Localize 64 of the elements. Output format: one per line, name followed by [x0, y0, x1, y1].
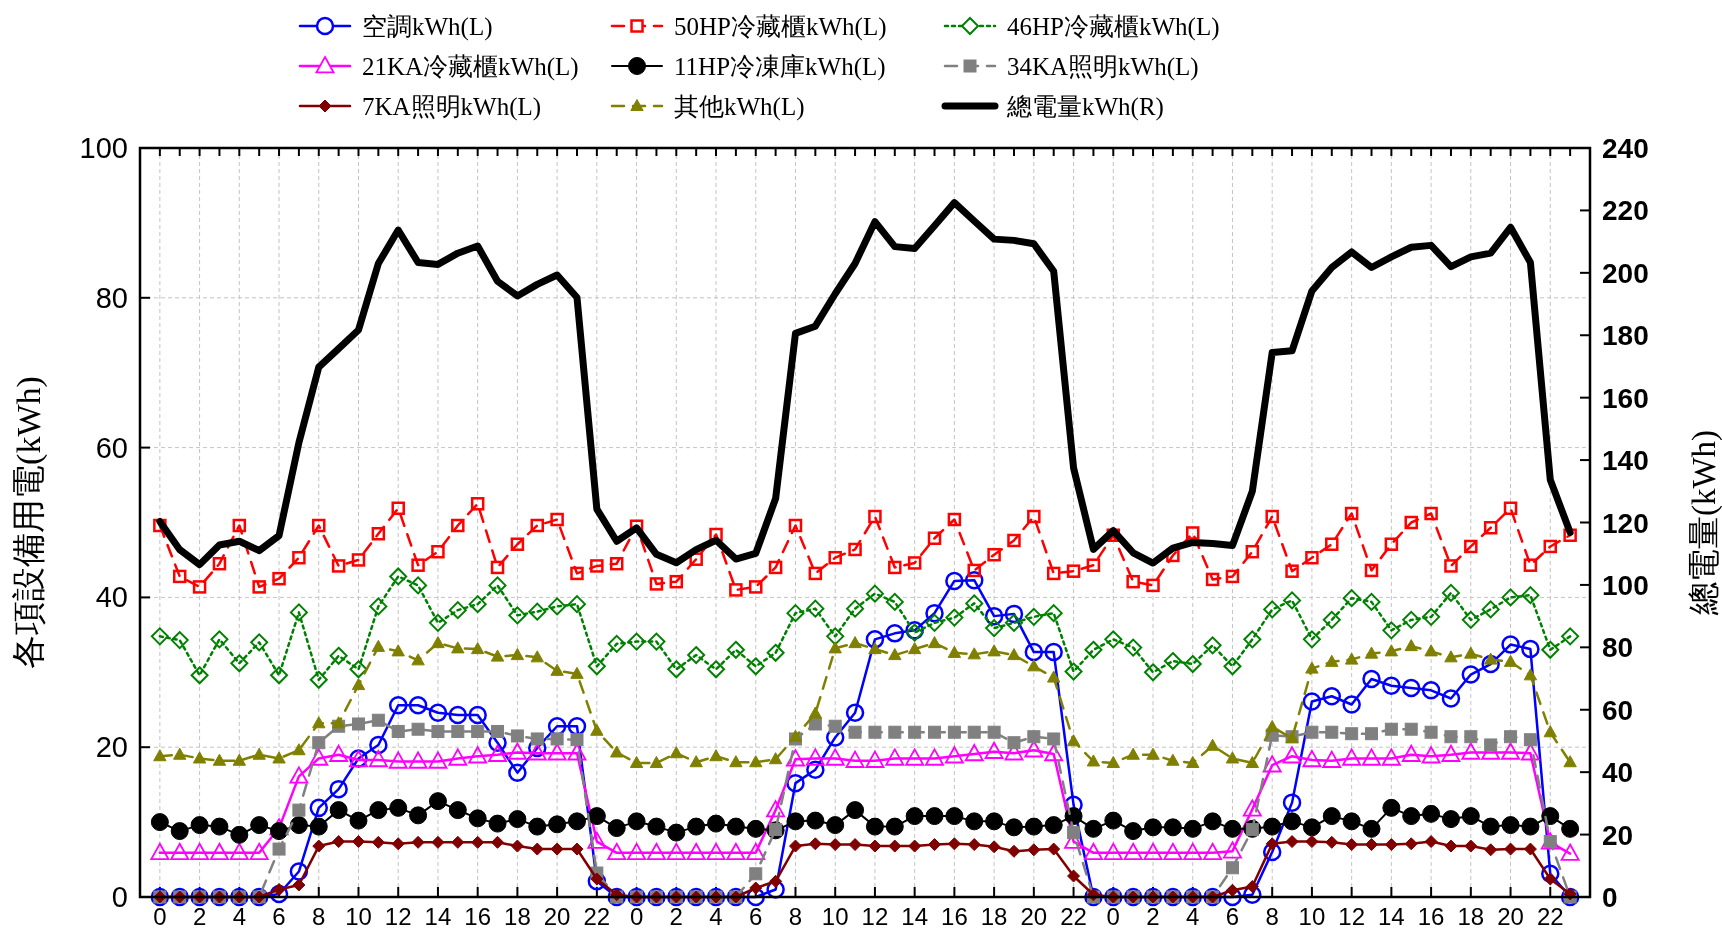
x-tick-label: 10 — [1298, 903, 1326, 930]
legend-label: 其他kWh(L) — [674, 93, 805, 121]
x-tick-label: 20 — [543, 903, 571, 930]
x-tick-label: 4 — [232, 903, 246, 930]
legend-label: 空調kWh(L) — [362, 13, 493, 41]
x-tick-label: 2 — [1146, 903, 1160, 930]
y2-tick-label: 40 — [1602, 757, 1634, 789]
x-tick-label: 12 — [861, 903, 889, 930]
x-tick-label: 20 — [1497, 903, 1524, 930]
y2-tick-label: 180 — [1602, 320, 1649, 352]
legend-label: 21KA冷藏櫃kWh(L) — [362, 53, 579, 81]
x-tick-label: 2 — [192, 903, 207, 930]
y2-tick-label: 100 — [1602, 569, 1649, 601]
x-tick-label: 10 — [821, 903, 849, 930]
x-tick-label: 18 — [504, 903, 531, 930]
x-tick-label: 0 — [629, 903, 644, 930]
y-tick-label: 80 — [95, 281, 128, 314]
legend-label: 46HP冷藏櫃kWh(L) — [1007, 13, 1220, 41]
y-tick-label: 20 — [95, 731, 128, 764]
x-tick-label: 12 — [1338, 903, 1365, 930]
legend-label: 34KA照明kWh(L) — [1007, 53, 1199, 81]
y2-axis-title: 總電量(kWh) — [1686, 429, 1722, 617]
y-tick-label: 60 — [95, 431, 128, 464]
x-tick-label: 4 — [1186, 903, 1200, 930]
legend-label: 11HP冷凍庫kWh(L) — [674, 53, 886, 81]
x-tick-label: 14 — [1378, 903, 1405, 930]
y2-tick-label: 220 — [1602, 195, 1649, 227]
x-tick-label: 8 — [1265, 903, 1279, 930]
x-tick-label: 2 — [669, 903, 683, 930]
x-tick-label: 0 — [1106, 903, 1120, 930]
x-tick-label: 8 — [788, 903, 803, 930]
y2-tick-label: 20 — [1602, 819, 1634, 851]
x-tick-label: 16 — [941, 903, 968, 930]
x-tick-label: 12 — [384, 903, 412, 930]
x-tick-label: 18 — [980, 903, 1008, 930]
x-tick-label: 10 — [345, 903, 372, 930]
y-axis-title: 各項設備用電(kWh) — [10, 376, 48, 669]
legend-label: 7KA照明kWh(L) — [362, 93, 542, 121]
x-tick-label: 16 — [1417, 903, 1445, 930]
x-tick-label: 0 — [153, 903, 167, 930]
legend-label: 總電量kWh(R) — [1006, 93, 1164, 121]
x-tick-label: 18 — [1457, 903, 1485, 930]
x-tick-label: 22 — [1060, 903, 1087, 930]
legend-label: 50HP冷藏櫃kWh(L) — [674, 13, 887, 41]
x-tick-label: 22 — [583, 903, 611, 930]
x-tick-label: 22 — [1536, 903, 1564, 930]
x-tick-label: 20 — [1020, 903, 1048, 930]
y2-tick-label: 140 — [1602, 445, 1649, 477]
x-tick-label: 6 — [1225, 903, 1240, 930]
x-tick-label: 6 — [272, 903, 286, 930]
y2-tick-label: 120 — [1602, 507, 1649, 539]
y2-tick-label: 80 — [1602, 632, 1634, 664]
x-tick-label: 14 — [424, 903, 452, 930]
x-tick-label: 14 — [901, 903, 929, 930]
y2-tick-label: 200 — [1602, 257, 1649, 289]
x-tick-label: 6 — [749, 903, 763, 930]
x-tick-label: 4 — [709, 903, 723, 930]
y-tick-label: 40 — [95, 581, 128, 614]
y2-tick-label: 160 — [1602, 382, 1649, 414]
y2-tick-label: 240 — [1602, 133, 1649, 164]
x-tick-label: 8 — [312, 903, 326, 930]
x-tick-label: 16 — [464, 903, 492, 930]
y2-tick-label: 60 — [1602, 694, 1634, 726]
y-tick-label: 100 — [79, 132, 128, 164]
